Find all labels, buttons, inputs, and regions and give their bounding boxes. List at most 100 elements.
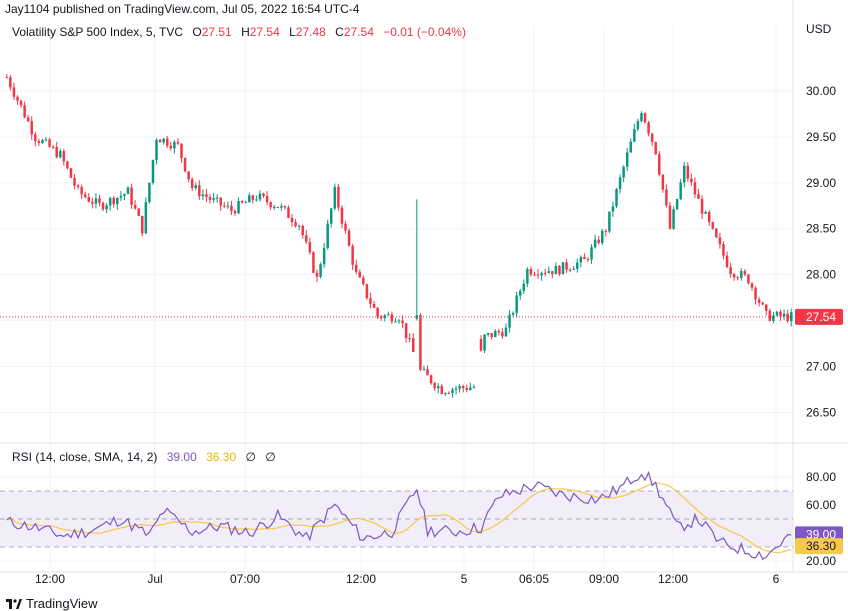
rsi-sma-label: 36.30 (806, 539, 836, 553)
candle-body (105, 205, 108, 210)
rsi-axis-label: 60.00 (806, 498, 836, 512)
candle-body (668, 205, 672, 229)
candle-body (247, 195, 251, 203)
high-label: H (241, 25, 250, 39)
candle-body (112, 197, 115, 205)
candle-body (597, 239, 600, 244)
candle-body (201, 194, 205, 197)
open-value: 27.51 (202, 25, 232, 39)
candle-body (408, 338, 411, 340)
candle-body (119, 195, 123, 198)
candle-body (215, 197, 219, 199)
candle-body (301, 225, 304, 236)
candle-body (194, 185, 198, 189)
price-axis-label: 28.00 (806, 268, 836, 282)
high-value: 27.54 (250, 25, 280, 39)
candle-body (276, 206, 280, 208)
candle-body (394, 321, 397, 323)
candle-body (251, 195, 255, 200)
candle-body (333, 186, 337, 209)
candle-body (180, 143, 183, 158)
candle-body (94, 198, 98, 204)
candle-body (390, 314, 394, 322)
time-axis-label: 07:00 (230, 572, 260, 586)
candle-body (358, 271, 362, 278)
candle-body (754, 287, 757, 300)
candle-body (501, 332, 504, 337)
candle-body (561, 262, 565, 275)
open-label: O (192, 25, 201, 39)
candle-body (515, 295, 518, 313)
candle-body (155, 139, 158, 160)
candle-body (262, 193, 265, 196)
candle-body (647, 122, 650, 134)
time-axis-label: 12:00 (658, 572, 688, 586)
candle-body (62, 150, 66, 162)
candle-body (497, 330, 501, 333)
candle-body (226, 205, 230, 207)
candle-body (354, 264, 358, 272)
candle-body (565, 262, 568, 270)
candle-body (775, 311, 779, 316)
candle-body (743, 271, 747, 275)
candle-body (230, 205, 233, 211)
candle-body (590, 247, 593, 260)
candle-body (287, 207, 290, 218)
candle-body (625, 152, 629, 167)
candle-body (12, 87, 16, 97)
candle-body (265, 195, 269, 203)
candle-body (401, 320, 404, 324)
time-axis-label: 06:05 (519, 572, 549, 586)
candle-body (736, 277, 739, 279)
candle-body (123, 194, 126, 196)
candle-body (636, 121, 640, 130)
candle-body (540, 272, 543, 276)
candle-body (465, 388, 468, 391)
candle-body (761, 302, 764, 305)
rsi-series (6, 470, 792, 561)
candle-body (732, 274, 736, 278)
rsi-legend-sma: 36.30 (206, 450, 236, 464)
candle-body (711, 222, 715, 229)
candle-body (772, 315, 775, 321)
candle-body (757, 299, 761, 303)
candle-body (672, 209, 675, 229)
candle-body (725, 255, 729, 268)
candle-body (237, 201, 240, 214)
candle-body (151, 159, 155, 183)
candle-body (108, 197, 112, 206)
candle-body (508, 314, 511, 328)
candle-body (715, 228, 718, 238)
candle-body (486, 333, 490, 335)
price-axis-label: 27.00 (806, 360, 836, 374)
candle-body (137, 208, 140, 216)
candle-body (351, 245, 354, 265)
candle-body (522, 283, 526, 291)
time-axis-label: 09:00 (589, 572, 619, 586)
candle-body (690, 178, 693, 183)
time-axis-label: 12:00 (35, 572, 65, 586)
candle-body (593, 239, 597, 248)
candle-body (576, 262, 579, 269)
tradingview-logo[interactable]: TradingView (6, 596, 98, 611)
candle-body (661, 174, 665, 190)
candle-body (404, 323, 408, 339)
candle-body (526, 269, 529, 284)
candle-body (490, 333, 493, 338)
candle-body (789, 312, 793, 322)
candle-body (290, 217, 294, 223)
close-label: C (335, 25, 344, 39)
candle-body (679, 182, 682, 200)
rsi-label: RSI (14, close, SMA, 14, 2) (12, 450, 157, 464)
candle-body (504, 327, 508, 337)
candle-body (233, 210, 237, 214)
candle-body (41, 140, 44, 143)
candle-body (397, 320, 401, 322)
candle-body (622, 166, 625, 178)
rsi-sma-tag (795, 538, 843, 555)
candle-body (76, 185, 80, 187)
candle-body (629, 141, 633, 153)
candle-body (458, 386, 461, 389)
candle-body (697, 194, 700, 199)
